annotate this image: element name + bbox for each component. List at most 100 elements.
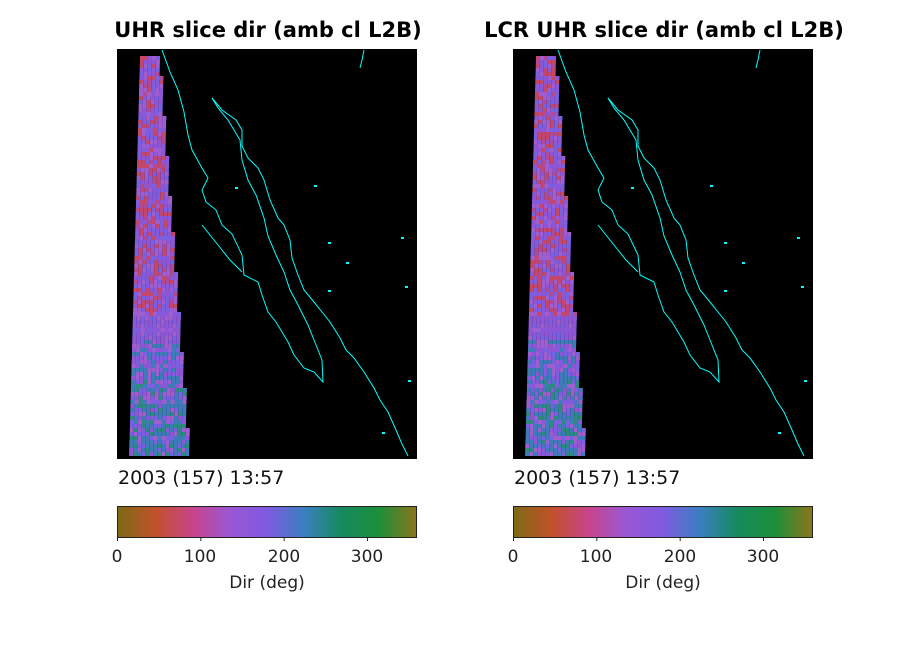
- coastline: [557, 50, 720, 384]
- swath-cell: [181, 452, 186, 456]
- swath-cell: [556, 196, 561, 200]
- swath-cell: [136, 196, 141, 200]
- swath-cell: [151, 352, 156, 356]
- swath-cell: [133, 276, 138, 280]
- swath-cell: [170, 404, 175, 408]
- swath-cell: [541, 156, 546, 160]
- swath-cell: [165, 428, 170, 432]
- swath-cell: [533, 132, 538, 136]
- swath-cell: [146, 392, 151, 396]
- swath-cell: [156, 332, 161, 336]
- swath-cell: [536, 332, 541, 336]
- swath-cell: [151, 68, 156, 72]
- swath-cell: [169, 304, 174, 308]
- swath-cell: [547, 356, 552, 360]
- swath-cell: [133, 436, 138, 440]
- swath-cell: [134, 392, 139, 396]
- swath-cell: [174, 392, 179, 396]
- swath-cell: [170, 400, 175, 404]
- swath-cell: [573, 428, 578, 432]
- swath-cell: [165, 280, 170, 284]
- swath-cell: [181, 448, 186, 452]
- swath-cell: [546, 252, 551, 256]
- swath-cell: [567, 376, 572, 380]
- swath-cell: [569, 308, 574, 312]
- swath-cell: [142, 244, 147, 248]
- swath-cell: [157, 284, 162, 288]
- swath-cell: [171, 372, 176, 376]
- swath-cell: [578, 408, 583, 412]
- swath-cell: [174, 276, 178, 280]
- swath-cell: [158, 112, 163, 116]
- swath-cell: [540, 192, 545, 196]
- swath-cell: [150, 240, 155, 244]
- swath-cell: [526, 396, 531, 400]
- swath-cell: [162, 264, 167, 268]
- swath-cell: [143, 372, 148, 376]
- swath-cell: [161, 144, 166, 148]
- swath-cell: [162, 412, 167, 416]
- swath-cell: [533, 424, 538, 428]
- swath-cell: [132, 316, 137, 320]
- swath-cell: [157, 296, 162, 300]
- swath-cell: [556, 180, 561, 184]
- swath-cell: [531, 212, 536, 216]
- swath-cell: [158, 100, 163, 104]
- swath-cell: [156, 176, 161, 180]
- swath-cell: [185, 452, 190, 456]
- swath-cell: [534, 420, 538, 424]
- swath-cell: [137, 440, 142, 444]
- swath-cell: [179, 372, 184, 376]
- swath-cell: [144, 188, 149, 192]
- swath-cell: [555, 76, 560, 80]
- swath-cell: [146, 120, 151, 124]
- swath-cell: [160, 320, 165, 324]
- swath-cell: [533, 144, 538, 148]
- swath-cell: [161, 444, 166, 448]
- swath-cell: [532, 340, 537, 344]
- swath-cell: [536, 184, 541, 188]
- swath-cell: [566, 244, 571, 248]
- swath-cell: [146, 248, 151, 252]
- swath-cell: [149, 292, 154, 296]
- swath-cell: [138, 252, 143, 256]
- swath-cell: [175, 356, 180, 360]
- swath-cell: [547, 228, 552, 232]
- swath-cell: [560, 192, 565, 196]
- swath-cell: [174, 412, 179, 416]
- swath-cell: [136, 316, 141, 320]
- swath-cell: [168, 196, 173, 200]
- swath-cell: [540, 168, 545, 172]
- swath-cell: [529, 432, 534, 436]
- swath-cell: [542, 116, 547, 120]
- swath-cell: [554, 108, 559, 112]
- swath-cell: [150, 416, 155, 420]
- swath-cell: [537, 156, 542, 160]
- swath-cell: [166, 268, 171, 272]
- swath-cell: [566, 396, 571, 400]
- swath-cell: [560, 188, 565, 192]
- swath-cell: [538, 112, 543, 116]
- swath-cell: [170, 396, 175, 400]
- swath-cell: [170, 272, 175, 276]
- swath-cell: [558, 420, 562, 424]
- swath-cell: [572, 348, 576, 352]
- swath-cell: [166, 388, 171, 392]
- swath-cell: [560, 320, 565, 324]
- swath-cell: [572, 328, 577, 332]
- swath-cell: [538, 96, 543, 100]
- swath-cell: [156, 348, 160, 352]
- swath-cell: [535, 228, 540, 232]
- swath-cell: [532, 176, 537, 180]
- swath-cell: [136, 192, 141, 196]
- swath-cell: [570, 404, 575, 408]
- swath-cell: [561, 424, 566, 428]
- swath-cell: [148, 200, 152, 204]
- swath-cell: [149, 296, 154, 300]
- swath-cell: [551, 208, 556, 212]
- swath-cell: [558, 412, 563, 416]
- swath-cell: [541, 164, 545, 168]
- swath-cell: [553, 160, 558, 164]
- swath-cell: [161, 300, 166, 304]
- swath-cell: [564, 340, 569, 344]
